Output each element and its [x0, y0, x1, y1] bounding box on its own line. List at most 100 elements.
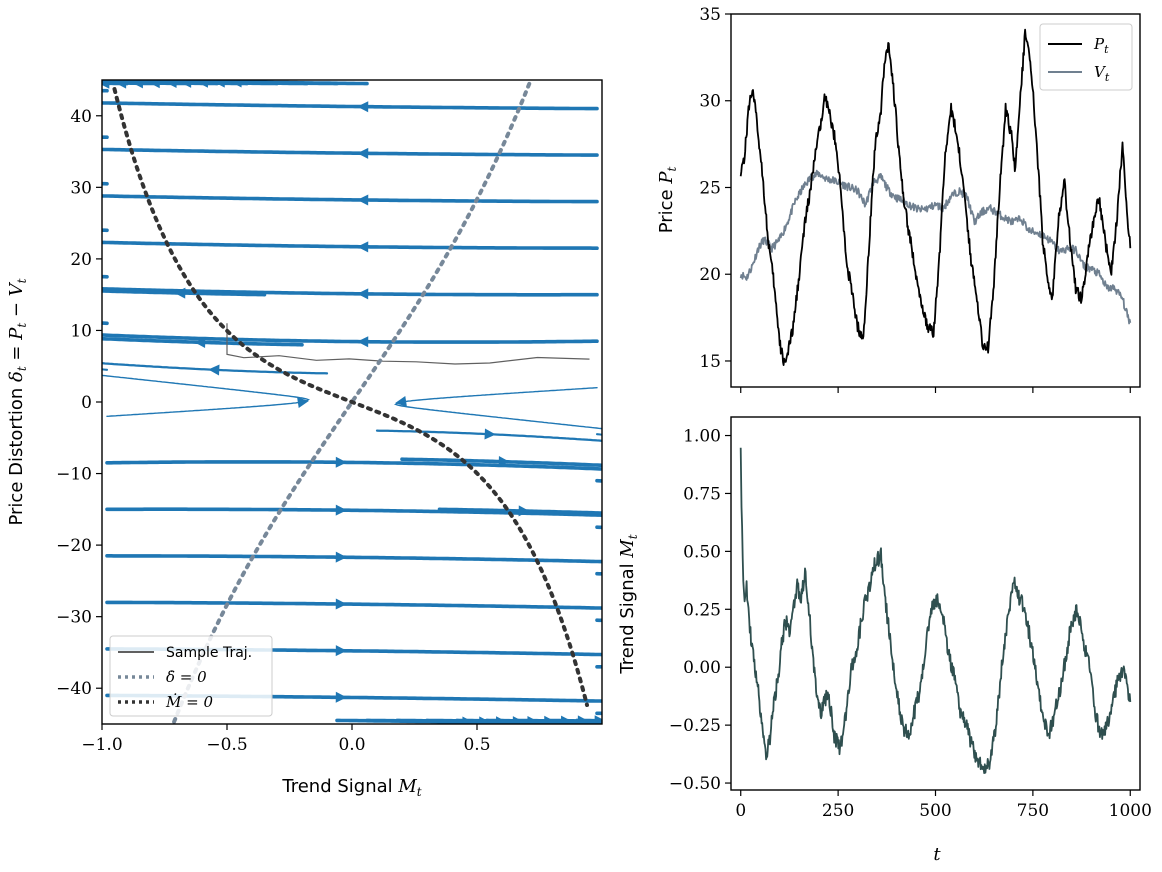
streamline [105, 600, 602, 610]
stream-arrow [87, 85, 98, 96]
trend-y-tick-label: −0.25 [669, 716, 721, 736]
trend-x-tick-label: 250 [822, 801, 854, 821]
legend-label-price: Pt [1093, 35, 1109, 56]
phase-legend-box [109, 635, 273, 717]
trend-y-axis-label: Trend Signal Mt [617, 534, 640, 674]
phase-y-ticks: −40 −30 −20 −10 0 10 20 30 40 [56, 107, 102, 699]
trend-y-tick-label: 1.00 [683, 427, 721, 447]
trend-x-tick-label: 1000 [1109, 801, 1152, 821]
stream-arrow [335, 598, 347, 610]
stream-arrow [174, 287, 186, 299]
stream-arrow [208, 364, 220, 376]
streamline [595, 525, 602, 530]
phase-x-ticks: −1.0 −0.5 0.0 0.5 [81, 724, 491, 755]
price-panel: 15 20 25 30 35 Price Pt Pt Vt [656, 5, 1141, 393]
trend-x-tick-label: 0 [735, 801, 746, 821]
streamline [102, 333, 599, 344]
phase-y-tick-label: 30 [70, 178, 92, 198]
phase-y-tick-label: 0 [81, 393, 92, 413]
price-y-tick-label: 20 [699, 265, 721, 285]
trend-y-ticks: −0.50 −0.25 0.00 0.25 0.50 0.75 1.00 [669, 427, 731, 794]
streamline [102, 321, 109, 326]
sample-trajectory [226, 323, 590, 365]
series-line-value [739, 169, 1132, 325]
stream-arrow [357, 194, 369, 206]
trend-series [739, 447, 1132, 774]
phase-y-tick-label: 20 [70, 250, 92, 270]
streamline [102, 240, 599, 250]
nullclines [112, 80, 589, 724]
price-series [739, 28, 1132, 366]
stream-arrow [606, 708, 617, 719]
streamline [105, 460, 602, 471]
stream-arrow [87, 271, 98, 282]
price-x-ticks [740, 387, 1131, 393]
stream-arrow [297, 397, 309, 409]
streamline [102, 368, 109, 371]
phase-y-tick-label: 40 [70, 107, 92, 127]
streamline [102, 147, 599, 157]
trend-x-tick-label: 750 [1017, 801, 1049, 821]
phase-portrait-panel: −1.0 −0.5 0.0 0.5 −40 −30 −20 −10 0 10 20 30 40 Tre… [6, 79, 617, 799]
trend-x-axis-label: t [933, 844, 941, 865]
stream-arrow [518, 505, 530, 517]
price-y-tick-label: 35 [699, 5, 721, 25]
streamline [102, 274, 109, 279]
phase-x-tick-label: 0.0 [338, 735, 365, 755]
delta-nullcline [171, 80, 533, 724]
trajectory-path [226, 323, 590, 365]
price-y-tick-label: 25 [699, 178, 721, 198]
stream-arrow [606, 522, 617, 533]
stream-arrow [87, 132, 98, 143]
series-line-price [739, 28, 1132, 366]
series-line-trend [739, 447, 1132, 774]
price-legend: Pt Vt [1039, 23, 1133, 91]
streamline [105, 507, 602, 517]
stream-arrow [357, 147, 369, 159]
stream-arrow [606, 661, 617, 672]
stream-arrow [357, 241, 369, 253]
trend-y-tick-label: 0.00 [683, 658, 721, 678]
phase-y-axis-label: Price Distortion δt = Pt − Vt [6, 278, 29, 525]
stream-arrow [357, 101, 369, 113]
phase-legend: Sample Traj. δ̇ = 0 Ṁ = 0 [109, 635, 273, 717]
stream-arrow [194, 336, 206, 348]
stream-arrow [484, 428, 496, 440]
legend-label-value: Vt [1094, 63, 1110, 84]
stream-arrow [335, 691, 347, 703]
stream-arrow [335, 504, 347, 516]
stream-arrow [498, 456, 510, 468]
phase-x-axis-label: Trend Signal Mt [281, 776, 421, 799]
phase-x-tick-label: −1.0 [81, 735, 122, 755]
streamline [394, 387, 602, 430]
legend-label-m-nullcline: Ṁ = 0 [165, 693, 213, 711]
streamline [102, 287, 599, 297]
price-legend-box [1039, 23, 1133, 91]
price-y-ticks: 15 20 25 30 35 [699, 5, 731, 372]
streamline [102, 101, 599, 111]
stream-arrow [335, 645, 347, 657]
phase-y-tick-label: −40 [56, 679, 92, 699]
trend-x-ticks: 0 250 500 750 1000 [735, 790, 1152, 821]
streamline [595, 433, 602, 436]
stream-arrow [357, 336, 369, 348]
stream-arrow [87, 225, 98, 236]
phase-x-tick-label: −0.5 [206, 735, 247, 755]
legend-label-trajectory: Sample Traj. [166, 645, 252, 661]
stream-arrow [462, 716, 474, 724]
trend-y-tick-label: 0.25 [683, 600, 721, 620]
phase-x-tick-label: 0.5 [463, 735, 490, 755]
stream-arrow [357, 288, 369, 300]
stream-arrow [87, 364, 98, 375]
trend-x-tick-label: 500 [919, 801, 951, 821]
stream-arrow [335, 551, 347, 563]
price-y-axis-label: Price Pt [656, 167, 679, 234]
legend-label-delta-nullcline: δ̇ = 0 [166, 668, 207, 686]
stream-arrow [335, 456, 347, 468]
stream-arrow [605, 429, 616, 440]
price-y-tick-label: 30 [699, 92, 721, 112]
trend-panel: −0.50 −0.25 0.00 0.25 0.50 0.75 1.00 0 250 500 75… [617, 416, 1152, 865]
price-y-tick-label: 15 [699, 352, 721, 372]
trend-y-tick-label: −0.50 [669, 774, 721, 794]
